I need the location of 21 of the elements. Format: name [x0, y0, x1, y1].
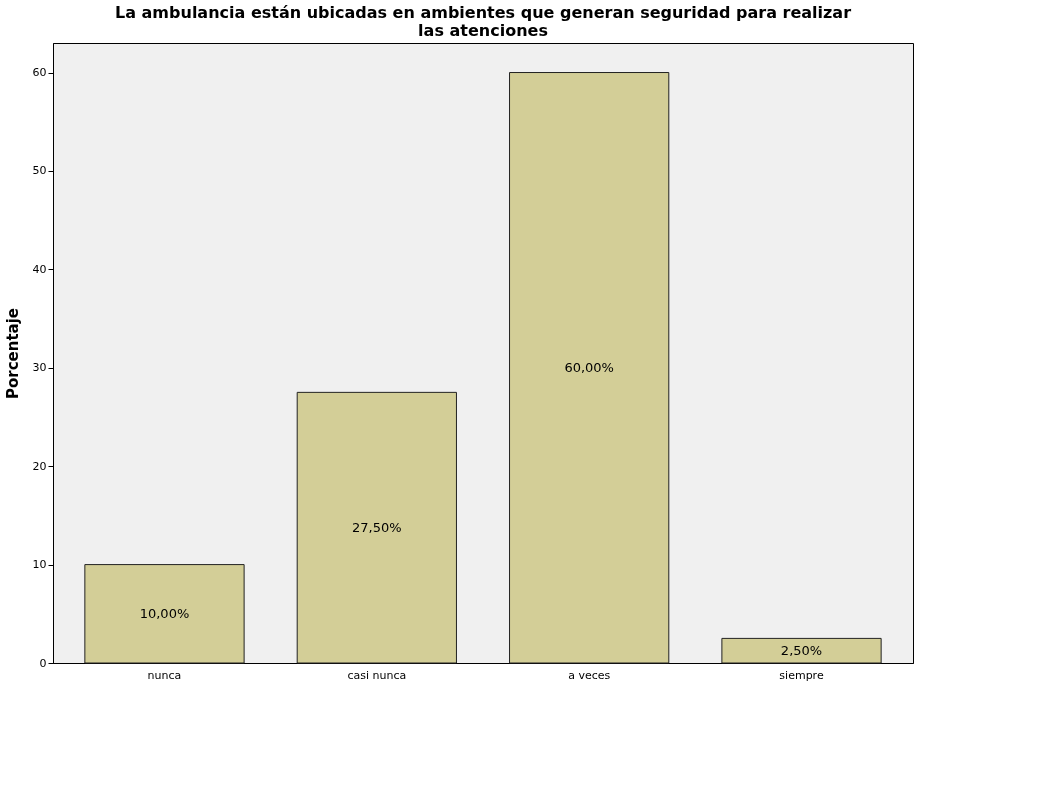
y-tick-label: 10: [32, 558, 47, 572]
bar: [509, 72, 670, 664]
bar: [84, 564, 245, 664]
data-label: 2,50%: [780, 642, 823, 658]
x-tick-label: casi nunca: [347, 668, 407, 682]
bar: [721, 637, 882, 664]
y-tick-label: 0: [39, 656, 47, 670]
chart-title: La ambulancia están ubicadas en ambientes que generan seguridad para realizar las atenciones: [114, 3, 852, 40]
y-tick-label: 30: [32, 361, 47, 375]
data-label: 10,00%: [139, 605, 190, 621]
y-axis-title: Porcentaje: [3, 307, 22, 400]
y-tick-label: 20: [32, 459, 47, 473]
y-tick-label: 40: [32, 262, 47, 276]
x-tick-label: a veces: [568, 668, 611, 682]
y-tick-label: 60: [32, 66, 47, 80]
bar: [296, 391, 457, 664]
x-tick-label: siempre: [779, 668, 824, 682]
data-label: 60,00%: [564, 359, 614, 375]
data-label: 27,50%: [352, 519, 402, 535]
y-tick-label: 50: [32, 164, 47, 178]
x-tick-label: nunca: [147, 668, 182, 682]
